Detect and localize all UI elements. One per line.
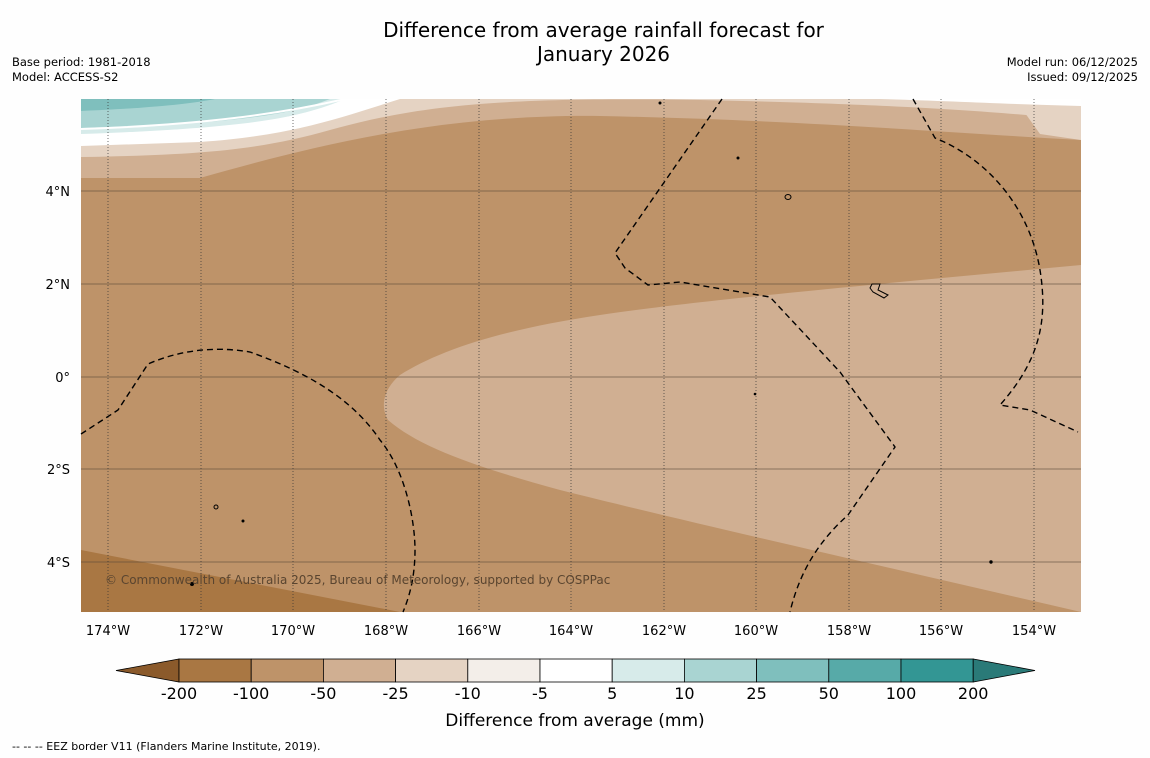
model-run-text: Model run: 06/12/2025: [1006, 55, 1138, 69]
colorbar-tick-label: -50: [310, 684, 336, 703]
lat-label: 2°N: [46, 278, 71, 293]
issued-text: Issued: 09/12/2025: [1027, 70, 1138, 84]
title-line-1: Difference from average rainfall forecas…: [383, 18, 824, 42]
lon-label: 174°W: [86, 624, 130, 639]
colorbar-segment: [900, 658, 974, 683]
colorbar-tick-label: -10: [455, 684, 481, 703]
eez-border-central: [614, 98, 896, 613]
meta-right: Model run: 06/12/2025 Issued: 09/12/2025: [1007, 55, 1138, 85]
colorbar-arrow-right: [972, 658, 1036, 683]
island-2: [869, 283, 889, 299]
island-6: [241, 519, 245, 523]
meta-left: Base period: 1981-2018 Model: ACCESS-S2: [12, 55, 151, 85]
region-white-ne: [880, 99, 1081, 106]
colorbar-segment: [395, 658, 469, 683]
graticule: [81, 99, 1081, 612]
colorbar-segment: [250, 658, 324, 683]
colorbar-tick-label: 100: [886, 684, 917, 703]
lon-label: 156°W: [919, 624, 963, 639]
lat-label: 2°S: [47, 463, 70, 478]
region-brown-dark: [81, 550, 400, 612]
lon-label: 154°W: [1012, 624, 1056, 639]
colorbar-tick-label: -5: [532, 684, 548, 703]
lat-label: 4°S: [47, 556, 70, 571]
eez-border-west: [80, 348, 416, 613]
colorbar-arrow-left: [115, 658, 180, 683]
lat-label: 0°: [55, 371, 70, 386]
colorbar-segment: [178, 658, 252, 683]
colorbar-tick-label: 25: [746, 684, 766, 703]
lon-label: 170°W: [271, 624, 315, 639]
lon-labels: 174°W 172°W 170°W 168°W 166°W 164°W 162°W 160°W…: [86, 624, 1056, 639]
chart-title: Difference from average rainfall forecas…: [0, 18, 1150, 66]
eez-borders: [80, 98, 1079, 613]
region-tan-east: [383, 265, 1081, 612]
lon-label: 158°W: [827, 624, 871, 639]
eez-border-east: [912, 98, 1079, 433]
island-3: [213, 504, 219, 510]
island-9: [989, 560, 993, 564]
colorbar-segment: [828, 658, 902, 683]
lon-label: 172°W: [179, 624, 223, 639]
footnote: -- -- -- EEZ border V11 (Flanders Marine…: [12, 740, 321, 753]
region-light-tan-ne: [1015, 99, 1081, 140]
lon-label: 160°W: [734, 624, 778, 639]
lat-label: 4°N: [46, 185, 71, 200]
colorbar-segment: [684, 658, 758, 683]
colorbar-tick-label: -200: [161, 684, 197, 703]
colorbar-tick-label: -100: [233, 684, 269, 703]
island-8: [753, 392, 757, 396]
colorbar-tick-label: -25: [383, 684, 409, 703]
colorbar-tick-label: 200: [958, 684, 989, 703]
colorbar-tick-label: 5: [607, 684, 617, 703]
island-4: [736, 156, 740, 160]
island-7: [190, 582, 194, 586]
colorbar-tick-label: 50: [819, 684, 839, 703]
colorbar-tick-label: 10: [674, 684, 694, 703]
colorbar-segment: [322, 658, 396, 683]
map-field: [81, 99, 1081, 612]
base-period-text: Base period: 1981-2018: [12, 55, 151, 69]
colorbar-label: Difference from average (mm): [445, 711, 704, 731]
islands: [190, 101, 993, 586]
island-1: [784, 194, 792, 200]
copyright-text: © Commonwealth of Australia 2025, Bureau…: [105, 573, 610, 587]
region-teal: [81, 99, 215, 111]
colorbar-segment: [756, 658, 830, 683]
title-line-2: January 2026: [536, 42, 671, 66]
colorbar-segment: [539, 658, 613, 683]
island-5: [658, 101, 662, 105]
rainfall-map: © Commonwealth of Australia 2025, Bureau…: [46, 98, 1081, 731]
colorbar-ticks: -200 -100 -50 -25 -10 -5 5 10 25 50 100 200: [161, 684, 989, 703]
colorbar: [115, 658, 1036, 683]
colorbar-segment: [467, 658, 541, 683]
lon-label: 164°W: [549, 624, 593, 639]
band-line-white: [81, 99, 346, 130]
model-text: Model: ACCESS-S2: [12, 70, 119, 84]
colorbar-segment: [611, 658, 685, 683]
lon-label: 166°W: [457, 624, 501, 639]
lon-label: 168°W: [364, 624, 408, 639]
lon-label: 162°W: [642, 624, 686, 639]
lat-labels: 4°N 2°N 0° 2°S 4°S: [46, 185, 71, 571]
